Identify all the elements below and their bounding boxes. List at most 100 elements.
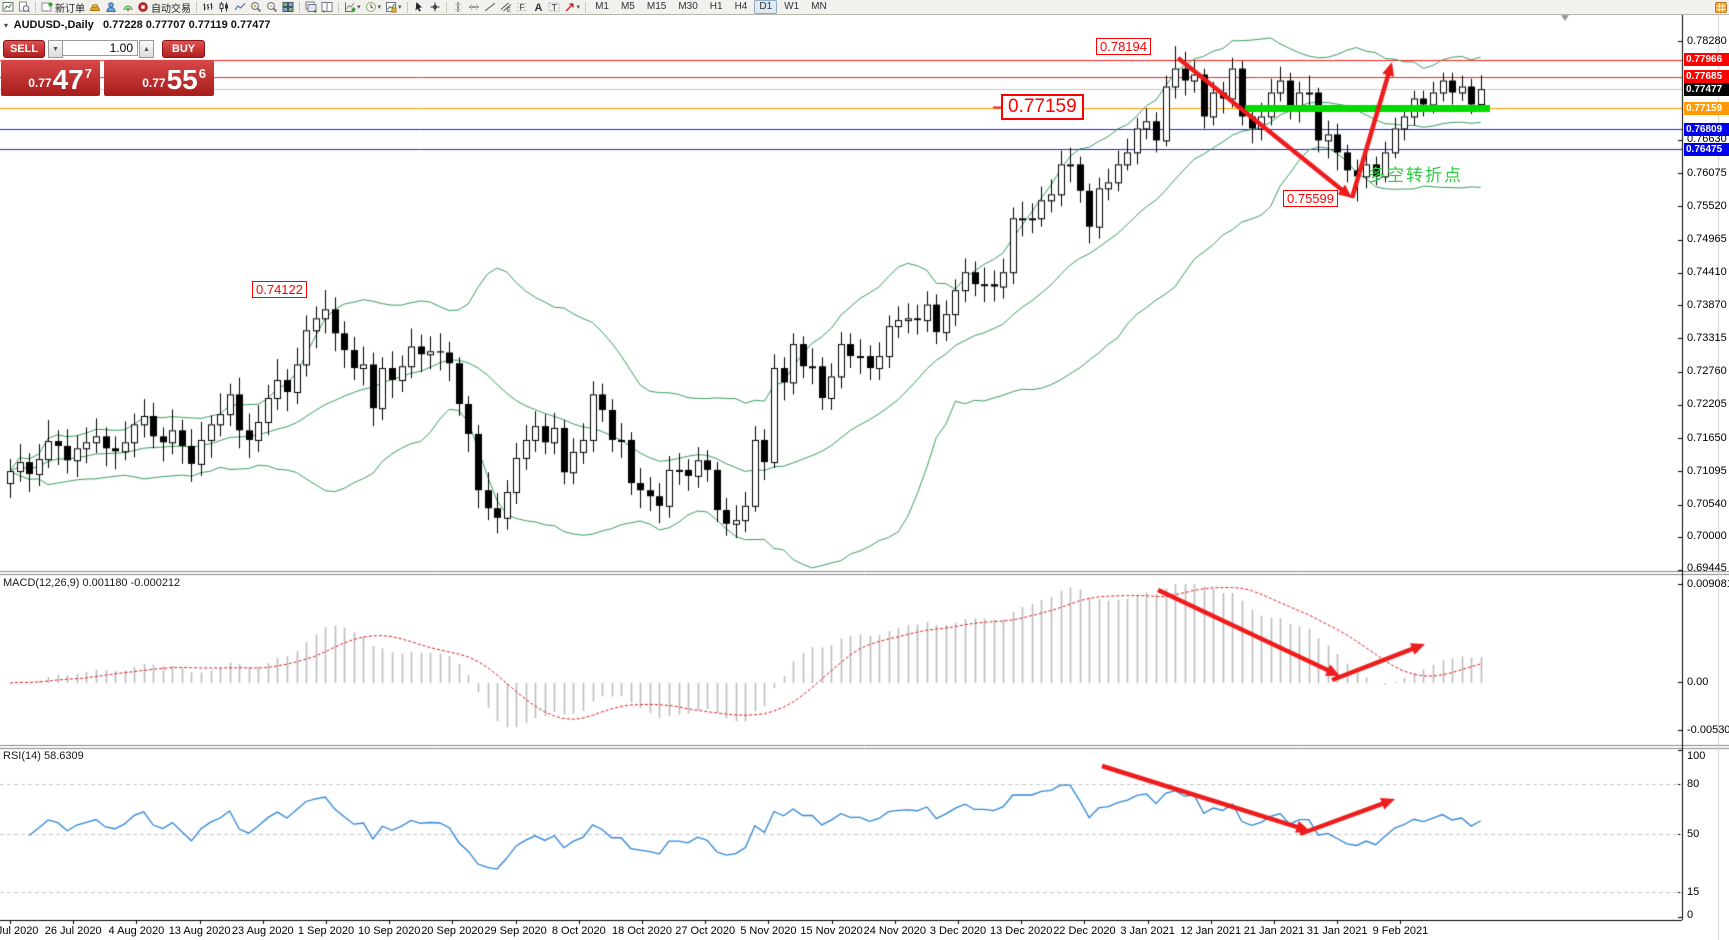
pivot-annotation-text[interactable]: 多空转折点: [1368, 166, 1463, 185]
timeframe-m5-button[interactable]: M5: [620, 1, 635, 12]
zoom-out-button[interactable]: [264, 1, 280, 14]
sell-button[interactable]: SELL: [3, 40, 45, 58]
zoom-in-button[interactable]: [248, 1, 264, 14]
timeframe-w1-button[interactable]: W1: [784, 1, 800, 12]
svg-text:F: F: [519, 3, 524, 12]
panel-toggle-icon[interactable]: [1715, 1, 1727, 19]
timeframe-m30-button[interactable]: M30: [678, 1, 698, 12]
volume-down-button[interactable]: ▼: [48, 40, 63, 58]
timeframe-m15-button[interactable]: M15: [646, 1, 667, 12]
fibo-button[interactable]: F: [514, 1, 530, 14]
timeframe-h4-button[interactable]: H4: [734, 1, 748, 12]
sell-price-tile[interactable]: 0.77 47 7: [1, 60, 100, 96]
vline-button[interactable]: [450, 1, 466, 14]
sell-price-big: 47: [52, 64, 84, 95]
price-tick-label: 0.70000: [1687, 530, 1727, 543]
price-annotation-077159[interactable]: 0.77159: [1001, 94, 1084, 120]
timeframe-m1-button[interactable]: M1: [595, 1, 609, 12]
toolbar-separator: [196, 1, 197, 13]
template-button[interactable]: ▾: [383, 1, 404, 14]
date-label: 3 Jan 2021: [1120, 925, 1175, 937]
bars-button[interactable]: [200, 1, 216, 14]
price-tag: 0.76475: [1684, 142, 1729, 156]
date-label: 24 Nov 2020: [863, 925, 926, 937]
chevron-down-icon: ▼: [52, 45, 59, 53]
autotrade-label: 自动交易: [151, 3, 191, 15]
new-order-button[interactable]: 新订单: [39, 1, 87, 15]
timeframe-mn-button[interactable]: MN: [811, 1, 827, 12]
autotrade-button[interactable]: 自动交易: [135, 1, 193, 15]
trendline-button[interactable]: [482, 1, 498, 14]
profile-button[interactable]: [103, 1, 119, 14]
buy-price-frac: 0.77: [142, 76, 166, 90]
price-tag: 0.77159: [1684, 101, 1729, 115]
buy-price-big: 55: [166, 64, 198, 95]
arrange-vertical-button[interactable]: [319, 1, 335, 14]
toolbar-separator: [445, 1, 447, 13]
price-tick-label: 0.74965: [1687, 233, 1727, 246]
cursor-button[interactable]: [411, 1, 427, 14]
buy-price-tile[interactable]: 0.77 55 6: [104, 60, 214, 96]
toolbar-separator: [585, 1, 587, 13]
bars-icon: [203, 3, 213, 11]
period-icon: [365, 2, 376, 12]
buy-price-sup: 6: [198, 66, 206, 81]
tile-windows-icon: [282, 2, 294, 12]
gold-button[interactable]: [87, 1, 103, 14]
hline-button[interactable]: [466, 1, 482, 14]
timeframe-h1-button[interactable]: H1: [709, 1, 723, 12]
arrange-windows-button[interactable]: [303, 1, 319, 14]
chevron-down-icon: ▾: [4, 21, 9, 30]
date-label: 16 Jul 2020: [0, 925, 39, 937]
label-button[interactable]: T: [546, 1, 562, 14]
crosshair-button[interactable]: [427, 1, 443, 14]
date-label: 18 Oct 2020: [612, 925, 672, 937]
date-label: 8 Oct 2020: [551, 925, 606, 937]
date-label: 13 Aug 2020: [168, 925, 231, 937]
toolbar-separator: [35, 1, 36, 13]
print-preview-button[interactable]: [16, 1, 32, 14]
indicator-add-button[interactable]: ▾: [342, 1, 363, 14]
date-label: 1 Sep 2020: [297, 925, 355, 937]
buy-button[interactable]: BUY: [162, 40, 205, 58]
main-toolbar: 新订单 自动交易 ▾ ▾ ▾ E F A T ▾ M1 M5 M15 M30 H1 H4 D1 W1 MN: [0, 0, 1729, 15]
volume-up-button[interactable]: ▲: [139, 40, 154, 58]
price-annotation-075599[interactable]: 0.75599: [1283, 190, 1338, 207]
arrange-vertical-icon: [321, 2, 333, 13]
profile-icon: [106, 2, 116, 12]
ohlc-values: 0.77228 0.77707 0.77119 0.77477: [102, 19, 271, 31]
volume-input[interactable]: [62, 40, 138, 56]
price-tag: 0.76809: [1684, 122, 1729, 136]
toolbar-separator: [338, 1, 339, 13]
price-annotation-078194[interactable]: 0.78194: [1096, 38, 1151, 55]
date-label: 5 Nov 2020: [740, 925, 797, 937]
period-button[interactable]: ▾: [363, 1, 384, 14]
price-tag: 0.77685: [1684, 70, 1729, 84]
macd-pane-label: MACD(12,26,9) 0.001180 -0.000212: [3, 577, 181, 589]
tile-windows-button[interactable]: [280, 1, 296, 14]
candles-button[interactable]: [216, 1, 232, 14]
svg-text:E: E: [507, 8, 511, 13]
date-label: 12 Jan 2021: [1180, 925, 1242, 937]
date-label: 4 Aug 2020: [108, 925, 165, 937]
cursor-icon: [415, 2, 422, 12]
timeframe-d1-button[interactable]: D1: [754, 0, 778, 14]
line-chart-button[interactable]: [232, 1, 248, 14]
signal-icon: [123, 5, 133, 11]
text-button[interactable]: A: [530, 1, 546, 14]
price-annotation-074122[interactable]: 0.74122: [252, 281, 307, 298]
channel-button[interactable]: E: [498, 1, 514, 14]
rsi-axis-label: 0: [1687, 909, 1694, 921]
chart-window-button[interactable]: [0, 1, 16, 14]
rsi-axis-label: 80: [1687, 777, 1700, 790]
new-order-icon: [41, 2, 53, 12]
price-tick-label: 0.72760: [1687, 365, 1727, 378]
symbol-label: AUDUSD-,Daily: [13, 19, 94, 31]
text-icon: A: [534, 2, 542, 13]
price-tick-label: 0.76630: [1687, 133, 1727, 146]
signal-button[interactable]: [119, 1, 135, 14]
arrows-button[interactable]: ▾: [562, 1, 583, 14]
price-tick-label: 0.71095: [1687, 464, 1727, 477]
chart-window-icon: [2, 2, 14, 12]
